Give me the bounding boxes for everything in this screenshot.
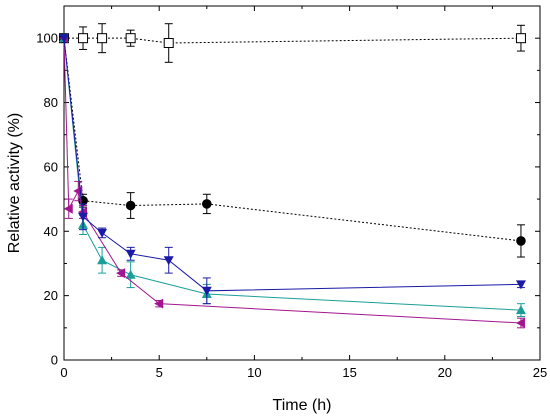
x-tick-label: 5 (156, 365, 163, 380)
y-tick-label: 60 (44, 159, 58, 174)
data-point (201, 286, 212, 296)
data-point (202, 199, 212, 209)
y-tick-label: 20 (44, 288, 58, 303)
data-point (163, 256, 174, 266)
data-point (97, 255, 108, 265)
y-tick-label: 80 (44, 95, 58, 110)
axis-ticks: 0 5 10 15 20 25 0 20 40 60 80 100 (36, 5, 547, 380)
data-point (97, 33, 108, 44)
x-tick-label: 25 (533, 365, 547, 380)
data-point (515, 305, 526, 315)
plot-frame (63, 5, 541, 361)
data-point (78, 33, 89, 44)
x-tick-label: 10 (247, 365, 261, 380)
data-point (515, 33, 526, 44)
x-axis-title: Time (h) (273, 397, 332, 414)
data-point (116, 268, 126, 279)
data-point (63, 203, 73, 214)
data-point (78, 212, 89, 222)
x-tick-label: 15 (342, 365, 356, 380)
data-point (515, 317, 525, 328)
x-tick-label: 20 (438, 365, 452, 380)
series-line (64, 37, 521, 44)
series-filled-circle (59, 33, 526, 258)
series-open-square (59, 23, 526, 63)
data-point (125, 269, 136, 279)
y-tick-label: 40 (44, 224, 58, 239)
series-line (63, 38, 521, 311)
series-line (63, 38, 521, 324)
y-axis-title: Relative activity (%) (6, 113, 23, 253)
data-point (516, 236, 526, 246)
series-layer (59, 23, 526, 329)
series-line (63, 38, 522, 242)
x-tick-label: 0 (60, 365, 67, 380)
series-up-triangle (59, 33, 526, 318)
y-tick-label: 0 (51, 353, 58, 368)
data-point (163, 38, 174, 49)
data-point (97, 228, 108, 238)
data-point (125, 249, 136, 259)
series-down-triangle (59, 34, 526, 305)
data-point (125, 200, 136, 211)
data-point (515, 280, 526, 290)
y-tick-label: 100 (36, 31, 58, 46)
series-left-triangle (59, 33, 525, 329)
data-point (125, 33, 136, 44)
data-point (59, 34, 69, 44)
data-point (154, 298, 164, 309)
